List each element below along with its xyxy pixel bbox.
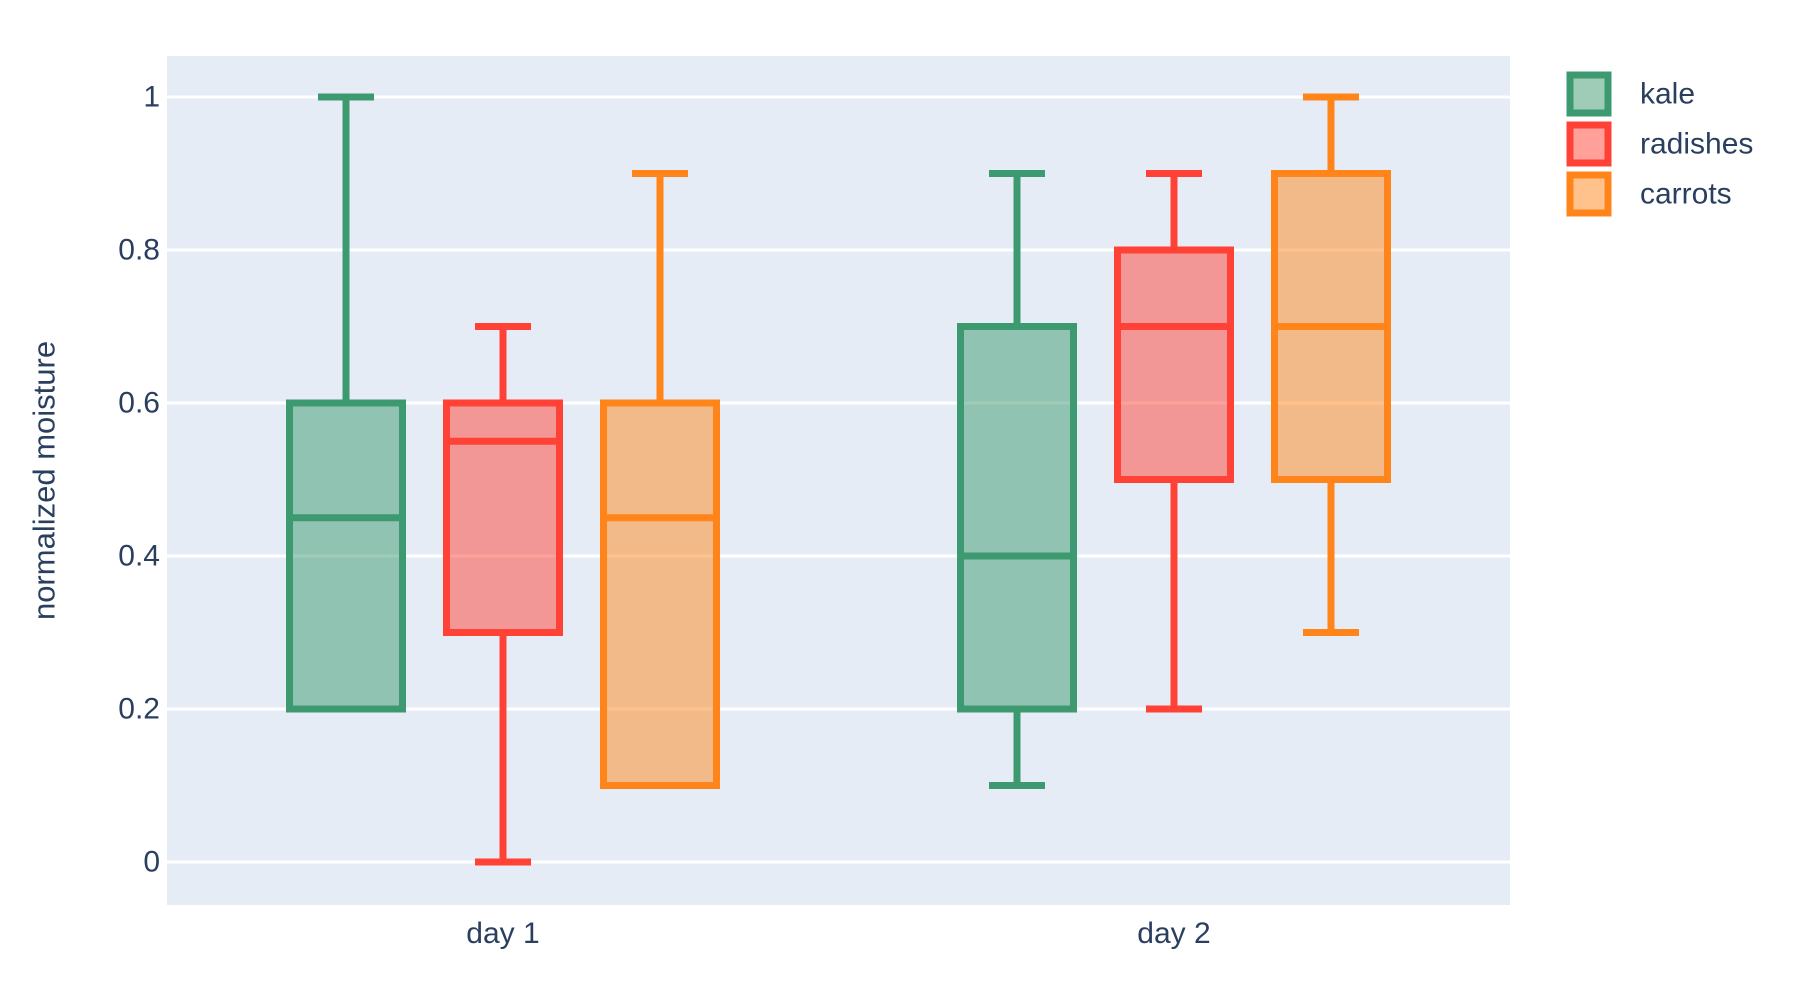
legend-swatch-kale[interactable] [1566,71,1612,117]
legend-label[interactable]: radishes [1640,128,1753,161]
legend-swatch-radishes[interactable] [1566,121,1612,167]
x-tick-label: day 2 [1137,917,1210,950]
iqr-box [443,399,563,636]
y-tick-label: 0.4 [118,540,160,573]
legend-item-carrots[interactable]: carrots [1566,171,1732,217]
box-carrots-day-1 [600,170,720,789]
iqr-box [600,399,720,789]
box-carrots-day-2 [1271,93,1391,636]
box-kale-day-1 [286,93,406,713]
x-tick-label: day 1 [466,917,539,950]
legend-swatch-carrots[interactable] [1566,171,1612,217]
y-tick-label: 0.6 [118,387,160,420]
iqr-box [1114,246,1234,483]
legend-label[interactable]: carrots [1640,178,1732,211]
y-tick-label: 0.2 [118,693,160,726]
box-kale-day-2 [957,170,1077,789]
iqr-box [957,323,1077,713]
y-tick-label: 0.8 [118,234,160,267]
box-radishes-day-2 [1114,170,1234,713]
legend-item-radishes[interactable]: radishes [1566,121,1753,167]
y-tick-label: 0 [143,846,160,879]
y-tick-label: 1 [143,81,160,114]
box-radishes-day-1 [443,323,563,866]
legend-item-kale[interactable]: kale [1566,71,1695,117]
y-axis-title: normalized moisture [27,341,62,620]
legend-label[interactable]: kale [1640,78,1695,111]
iqr-box [286,399,406,713]
